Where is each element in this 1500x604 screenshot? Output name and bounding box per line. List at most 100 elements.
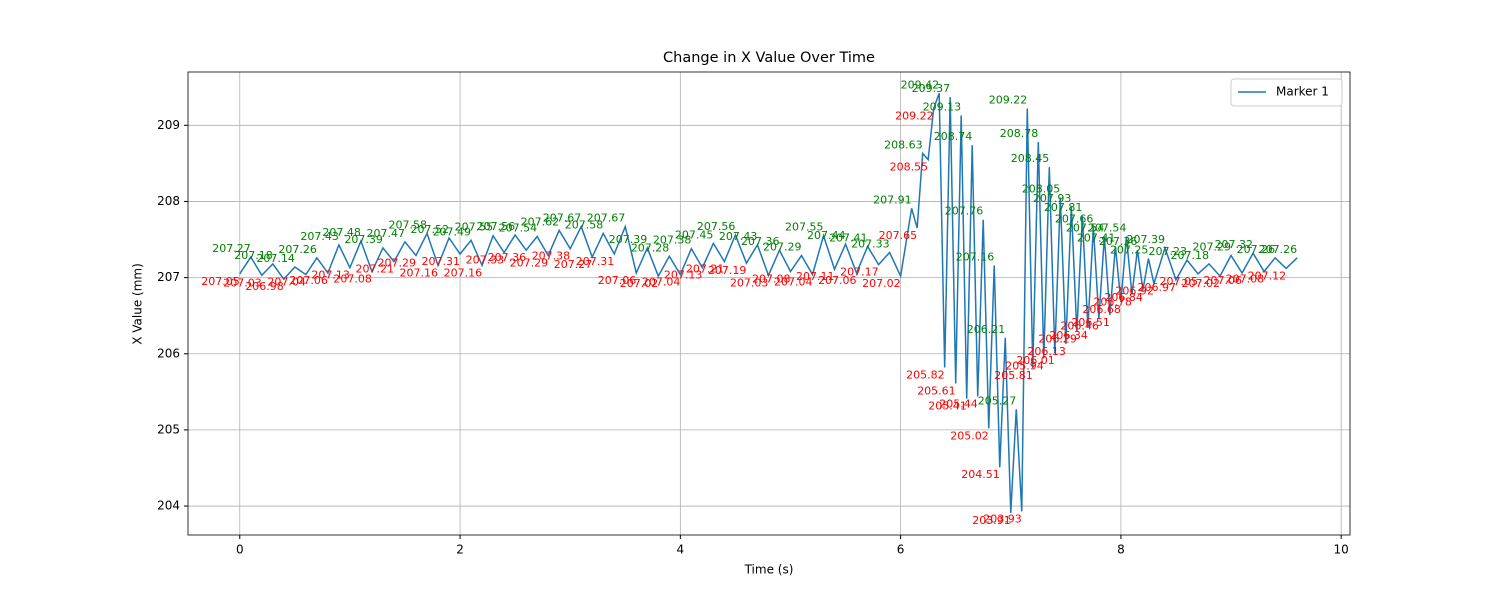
data-label: 209.13	[923, 100, 962, 113]
data-label: 207.17	[840, 266, 879, 279]
x-tick-label: 6	[897, 543, 905, 557]
data-label: 208.45	[1011, 152, 1050, 165]
data-label: 207.39	[1126, 233, 1165, 246]
data-label: 207.06	[289, 274, 328, 287]
data-label: 207.49	[433, 225, 472, 238]
data-label: 207.67	[543, 212, 582, 225]
data-label: 207.36	[1099, 235, 1138, 248]
data-label: 207.62	[521, 215, 560, 228]
data-label: 207.36	[488, 251, 527, 264]
data-label: 207.47	[366, 227, 405, 240]
data-label: 206.34	[1049, 329, 1088, 342]
data-label: 207.43	[719, 230, 758, 243]
data-label: 207.26	[278, 243, 317, 256]
x-tick-label: 0	[236, 543, 244, 557]
data-label: 205.27	[978, 394, 1017, 407]
data-label: 207.67	[587, 212, 626, 225]
data-label: 205.44	[939, 397, 978, 410]
data-label: 203.91	[972, 514, 1011, 527]
chart-title: Change in X Value Over Time	[663, 50, 875, 66]
data-label: 206.68	[1082, 303, 1121, 316]
data-label: 207.36	[741, 235, 780, 248]
data-label: 207.27	[212, 242, 251, 255]
data-label: 206.46	[1060, 320, 1099, 333]
x-axis-label: Time (s)	[744, 563, 794, 577]
data-label: 206.51	[1071, 316, 1110, 329]
data-label: 207.13	[664, 269, 703, 282]
data-label: 207.54	[1088, 221, 1127, 234]
data-label: 207.93	[1033, 192, 1072, 205]
y-tick-label: 204	[157, 499, 180, 513]
data-label: 207.26	[1237, 243, 1276, 256]
data-label: 207.38	[653, 234, 692, 247]
y-axis-label: X Value (mm)	[131, 263, 145, 345]
data-label: 207.21	[355, 263, 394, 276]
data-label: 206.78	[1093, 295, 1132, 308]
data-label: 207.25	[1110, 244, 1149, 257]
data-label: 207.33	[851, 237, 890, 250]
data-label: 205.81	[994, 369, 1033, 382]
data-label: 207.45	[675, 228, 714, 241]
data-label: 203.93	[983, 512, 1022, 525]
data-label: 206.13	[1027, 345, 1066, 358]
data-label: 207.19	[708, 264, 747, 277]
data-label: 207.11	[796, 270, 835, 283]
data-label: 207.16	[400, 266, 439, 279]
data-label: 207.02	[1182, 277, 1221, 290]
data-label: 207.32	[1215, 238, 1254, 251]
data-label: 207.33	[466, 253, 505, 266]
x-tick-label: 8	[1117, 543, 1125, 557]
data-label: 205.02	[950, 429, 989, 442]
data-label: 207.23	[1148, 245, 1187, 258]
data-label: 207.54	[1066, 221, 1105, 234]
data-label: 206.29	[1038, 333, 1077, 346]
data-label: 207.56	[697, 220, 736, 233]
data-label: 207.04	[642, 276, 681, 289]
data-label: 207.66	[1055, 212, 1094, 225]
data-label: 206.92	[1115, 285, 1154, 298]
data-label: 207.16	[956, 250, 995, 263]
data-label: 207.28	[631, 241, 670, 254]
data-line	[239, 93, 1298, 513]
data-label: 207.04	[267, 276, 306, 289]
data-label: 207.29	[1193, 241, 1232, 254]
data-label: 207.13	[311, 269, 350, 282]
data-label: 208.55	[890, 161, 929, 174]
data-label: 207.06	[818, 274, 857, 287]
data-label: 207.06	[1204, 274, 1243, 287]
data-label: 207.44	[807, 229, 846, 242]
data-label: 207.02	[620, 277, 659, 290]
data-label: 205.94	[1005, 359, 1044, 372]
data-label: 207.29	[510, 257, 549, 270]
data-label: 208.05	[1022, 183, 1061, 196]
data-label: 207.55	[785, 221, 824, 234]
data-label: 207.26	[1259, 243, 1298, 256]
data-label: 208.78	[1000, 127, 1039, 140]
x-tick-label: 10	[1334, 543, 1349, 557]
data-label: 207.39	[609, 233, 648, 246]
legend-box	[1230, 78, 1343, 107]
data-label: 207.65	[879, 229, 918, 242]
data-label: 207.58	[565, 218, 604, 231]
data-label: 204.51	[961, 468, 1000, 481]
data-label: 207.05	[201, 275, 240, 288]
data-label: 206.84	[1104, 291, 1143, 304]
data-label: 207.08	[1226, 273, 1265, 286]
data-label: 207.39	[344, 233, 383, 246]
data-label: 209.42	[901, 78, 940, 91]
data-label: 206.01	[1016, 354, 1055, 367]
data-label: 206.98	[245, 280, 284, 293]
data-label: 205.82	[906, 368, 945, 381]
y-tick-label: 205	[157, 422, 180, 436]
data-label: 205.61	[917, 384, 956, 397]
data-label: 207.29	[377, 257, 416, 270]
data-label: 207.18	[234, 249, 273, 262]
data-label: 205.41	[928, 400, 967, 413]
data-label: 207.29	[763, 241, 802, 254]
data-label: 207.08	[752, 273, 791, 286]
data-label: 207.52	[411, 223, 450, 236]
data-label: 207.06	[598, 274, 637, 287]
data-label: 207.18	[1171, 249, 1210, 262]
x-tick-label: 4	[677, 543, 685, 557]
data-label: 207.55	[455, 221, 494, 234]
